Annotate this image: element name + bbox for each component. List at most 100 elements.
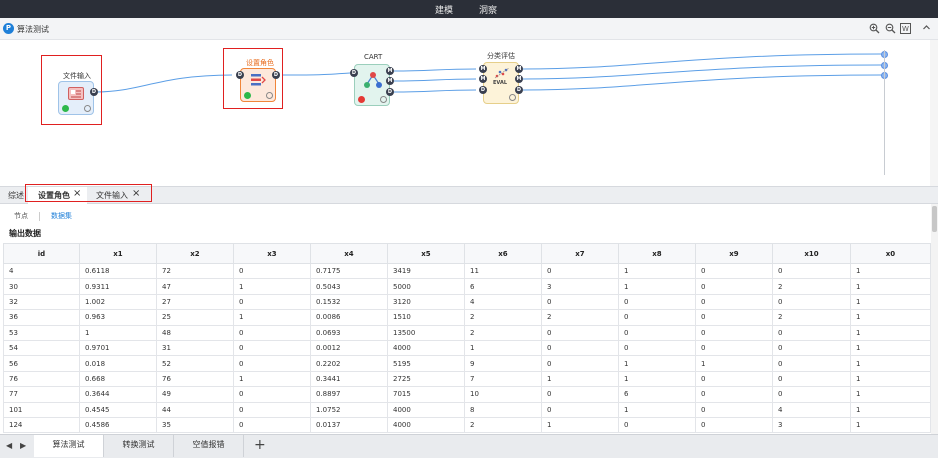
- port-out-m2[interactable]: M: [515, 75, 523, 83]
- table-cell: 0: [695, 324, 773, 341]
- close-icon[interactable]: ×: [132, 188, 141, 199]
- node-label-eval: 分类评估: [487, 52, 515, 60]
- sheet-tab-transform-test[interactable]: 转换测试: [104, 435, 174, 457]
- column-header-x3[interactable]: x3: [233, 243, 311, 264]
- table-cell: 0: [233, 339, 311, 357]
- table-cell: 1: [850, 386, 931, 403]
- table-row[interactable]: 124 0.4586 35 0 0.0137 4000 2 1 0 0 3 1: [3, 416, 931, 434]
- tab-modeling[interactable]: 建模: [435, 6, 454, 16]
- workflow-canvas[interactable]: 文件输入 D 设置角色 D: [0, 40, 938, 186]
- port-out-m1[interactable]: M: [386, 67, 394, 75]
- table-row[interactable]: 77 0.3644 49 0 0.8897 7015 10 0 6 0 0 1: [3, 386, 931, 403]
- table-cell: 35: [156, 416, 234, 434]
- scatter-icon: [494, 67, 510, 79]
- export-word-icon[interactable]: W: [900, 23, 911, 34]
- sheet-prev-icon[interactable]: ◀: [6, 441, 13, 450]
- zoom-out-icon[interactable]: [884, 23, 896, 35]
- table-row[interactable]: 54 0.9701 31 0 0.0012 4000 1 0 0 0 0 1: [3, 339, 931, 357]
- port-in-m1[interactable]: M: [479, 65, 487, 73]
- table-row[interactable]: 36 0.963 25 1 0.0086 1510 2 2 0 0 2 1: [3, 309, 931, 326]
- table-cell: 1: [233, 278, 311, 295]
- table-row[interactable]: 76 0.668 76 1 0.3441 2725 7 1 1 0 0 1: [3, 370, 931, 388]
- zoom-in-icon[interactable]: [868, 23, 880, 35]
- set-role-box[interactable]: [240, 68, 276, 102]
- close-icon[interactable]: ×: [73, 188, 82, 199]
- table-scrollbar-thumb[interactable]: [932, 206, 937, 232]
- tab-set-role[interactable]: 设置角色: [38, 191, 70, 200]
- canvas-scrollbar[interactable]: [930, 40, 938, 186]
- table-cell: 0: [695, 386, 773, 403]
- column-header-x0[interactable]: x0: [850, 243, 931, 264]
- column-header-x7[interactable]: x7: [541, 243, 619, 264]
- table-row[interactable]: 56 0.018 52 0 0.2202 5195 9 0 1 1 0 1: [3, 355, 931, 372]
- table-cell: 1: [850, 324, 931, 341]
- column-header-x10[interactable]: x10: [772, 243, 851, 264]
- column-header-x9[interactable]: x9: [695, 243, 773, 264]
- table-cell: 54: [3, 339, 80, 357]
- magnifier-icon[interactable]: [509, 94, 516, 101]
- column-header-id[interactable]: id: [3, 243, 80, 264]
- table-cell: 1: [233, 309, 311, 326]
- port-in-d[interactable]: D: [236, 71, 244, 79]
- tab-overview[interactable]: 综述: [8, 191, 24, 200]
- column-header-x5[interactable]: x5: [387, 243, 465, 264]
- subtab-dataset[interactable]: 数据集: [51, 212, 72, 220]
- port-out-d[interactable]: D: [272, 71, 280, 79]
- cart-box[interactable]: [354, 64, 390, 106]
- file-input-box[interactable]: [58, 81, 94, 115]
- table-cell: 13500: [387, 324, 465, 341]
- table-scrollbar[interactable]: [931, 204, 938, 434]
- tab-insight[interactable]: 洞察: [479, 6, 498, 16]
- column-header-x4[interactable]: x4: [310, 243, 388, 264]
- table-row[interactable]: 30 0.9311 47 1 0.5043 5000 6 3 1 0 2 1: [3, 278, 931, 295]
- table-cell: 1: [850, 416, 931, 434]
- port-out-d[interactable]: D: [386, 88, 394, 96]
- node-label-file-input: 文件输入: [63, 72, 91, 80]
- sheet-tab-null-error[interactable]: 空值报错: [174, 435, 244, 457]
- port-out-m1[interactable]: M: [515, 65, 523, 73]
- table-cell: 0: [772, 262, 851, 280]
- table-cell: 0: [233, 355, 311, 372]
- table-cell: 9: [464, 355, 542, 372]
- port-in-m2[interactable]: M: [479, 75, 487, 83]
- table-cell: 3: [541, 278, 619, 295]
- table-cell: 3419: [387, 262, 465, 280]
- column-header-x2[interactable]: x2: [156, 243, 234, 264]
- table-row[interactable]: 4 0.6118 72 0 0.7175 3419 11 0 1 0 0 1: [3, 262, 931, 280]
- table-row[interactable]: 101 0.4545 44 0 1.0752 4000 8 0 1 0 4 1: [3, 401, 931, 418]
- table-cell: 0: [695, 339, 773, 357]
- port-out-d[interactable]: D: [90, 88, 98, 96]
- table-cell: 4: [464, 293, 542, 311]
- port-in-d[interactable]: D: [350, 69, 358, 77]
- table-cell: 0: [695, 262, 773, 280]
- eval-box[interactable]: EVAL: [483, 62, 519, 104]
- sheet-tab-algorithm-test[interactable]: 算法测试: [34, 435, 104, 457]
- tab-file-input[interactable]: 文件输入: [96, 191, 128, 200]
- port-in-d[interactable]: D: [479, 86, 487, 94]
- table-row[interactable]: 32 1.002 27 0 0.1532 3120 4 0 0 0 0 1: [3, 293, 931, 311]
- table-cell: 10: [464, 386, 542, 403]
- subtab-node[interactable]: 节点: [14, 212, 28, 220]
- magnifier-icon[interactable]: [380, 96, 387, 103]
- table-cell: 11: [464, 262, 542, 280]
- port-out-m2[interactable]: M: [386, 77, 394, 85]
- panel-tabbar: 综述 设置角色 × 文件输入 ×: [0, 186, 938, 204]
- column-header-x8[interactable]: x8: [618, 243, 696, 264]
- status-ok-icon: [62, 105, 69, 112]
- table-cell: 0: [695, 370, 773, 388]
- column-header-x6[interactable]: x6: [464, 243, 542, 264]
- port-out-d[interactable]: D: [515, 86, 523, 94]
- table-row[interactable]: 53 1 48 0 0.0693 13500 2 0 0 0 0 1: [3, 324, 931, 341]
- table-cell: 0: [541, 386, 619, 403]
- table-cell: 53: [3, 324, 80, 341]
- column-header-x1[interactable]: x1: [79, 243, 157, 264]
- table-cell: 0.0012: [310, 339, 388, 357]
- add-sheet-button[interactable]: +: [254, 437, 266, 453]
- table-cell: 0: [541, 262, 619, 280]
- magnifier-icon[interactable]: [266, 92, 273, 99]
- magnifier-icon[interactable]: [84, 105, 91, 112]
- table-cell: 1: [850, 262, 931, 280]
- chevron-up-icon[interactable]: [920, 23, 932, 35]
- sheet-next-icon[interactable]: ▶: [20, 441, 27, 450]
- table-cell: 6: [464, 278, 542, 295]
